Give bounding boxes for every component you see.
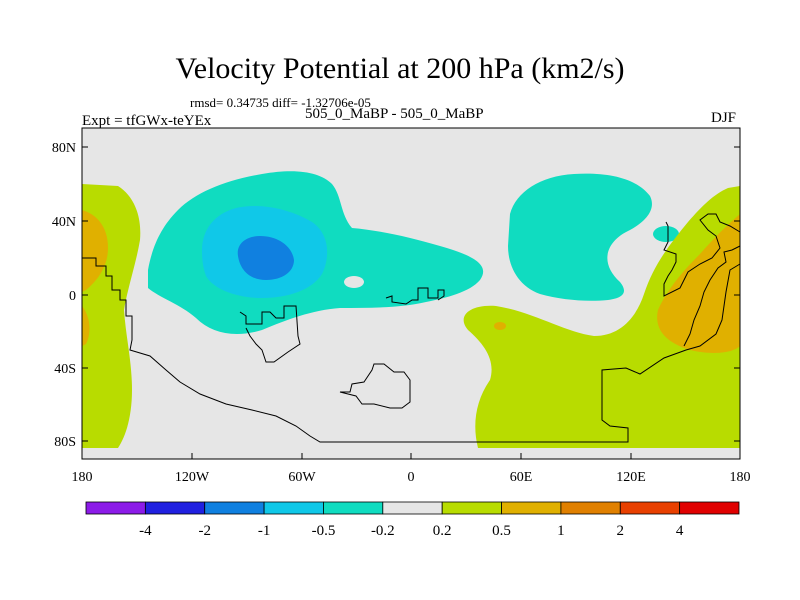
coastline-madagascar — [339, 363, 411, 409]
lat-tick-label: 80S — [54, 435, 76, 450]
orange-region-west — [82, 210, 108, 292]
coastline-south-america — [239, 305, 301, 363]
colorbar-label: -2 — [198, 523, 211, 539]
coastline-east-asia — [683, 245, 741, 347]
coastline-africa — [385, 287, 445, 305]
lon-tick-label: 120E — [616, 470, 646, 485]
lon-tick-label: 60W — [288, 470, 316, 485]
tick-marks — [81, 146, 741, 459]
lon-tick-label: 180 — [72, 470, 93, 485]
lat-tick-label: 0 — [69, 289, 76, 304]
colorbar-label: -0.2 — [371, 523, 395, 539]
experiment-label: Expt = tfGWx-teYEx — [82, 113, 212, 129]
colorbar-label: 4 — [676, 523, 684, 539]
colorbar-swatch — [85, 501, 146, 515]
orange-spot — [494, 322, 506, 330]
lon-tick-label: 0 — [408, 470, 415, 485]
colorbar-label: 1 — [557, 523, 565, 539]
colorbar-swatch — [144, 501, 206, 515]
coastline-asia — [663, 213, 741, 297]
lat-tick-label: 40N — [52, 215, 76, 230]
colorbar-swatch — [501, 501, 562, 515]
colorbar-swatch — [382, 501, 443, 515]
teal-region-eurasia — [508, 173, 652, 301]
colorbar-swatch — [619, 501, 681, 515]
lon-tick-label: 120W — [175, 470, 210, 485]
season-label: DJF — [711, 110, 737, 126]
lat-labels: 80N 40N 0 40S 80S — [52, 141, 76, 450]
lat-tick-label: 40S — [54, 362, 76, 377]
lat-tick-label: 80N — [52, 141, 76, 156]
lon-labels: 180 120W 60W 0 60E 120E 180 — [72, 470, 751, 485]
coastline-americas — [82, 257, 741, 443]
plot-title: Velocity Potential at 200 hPa (km2/s) — [175, 52, 625, 85]
colorbar: -4 -2 -1 -0.5 -0.2 0.2 0.5 1 2 4 — [85, 501, 740, 539]
yellowgreen-region-east — [463, 186, 740, 448]
colorbar-label: 0.5 — [492, 523, 511, 539]
colorbar-label: -4 — [139, 523, 152, 539]
colorbar-swatch — [560, 501, 621, 515]
colorbar-label: 0.2 — [433, 523, 452, 539]
colorbar-swatch — [441, 501, 502, 515]
colorbar-swatch — [679, 501, 740, 515]
colorbar-label: 2 — [617, 523, 625, 539]
colorbar-label: -0.5 — [312, 523, 336, 539]
blue-region — [237, 236, 294, 280]
case-label: 505_0_MaBP - 505_0_MaBP — [305, 106, 484, 122]
stats-text: rmsd= 0.34735 diff= -1.32706e-05 — [190, 95, 371, 110]
orange-region-west-lower — [82, 306, 90, 346]
colorbar-swatch — [323, 501, 384, 515]
colorbar-label: -1 — [258, 523, 271, 539]
lon-tick-label: 180 — [730, 470, 751, 485]
coastlines — [82, 213, 741, 443]
gray-hole — [344, 276, 364, 288]
contour-fill — [82, 171, 740, 448]
teal-spot — [653, 226, 679, 242]
colorbar-swatch — [204, 501, 265, 515]
lon-tick-label: 60E — [510, 470, 533, 485]
colorbar-swatch — [263, 501, 324, 515]
